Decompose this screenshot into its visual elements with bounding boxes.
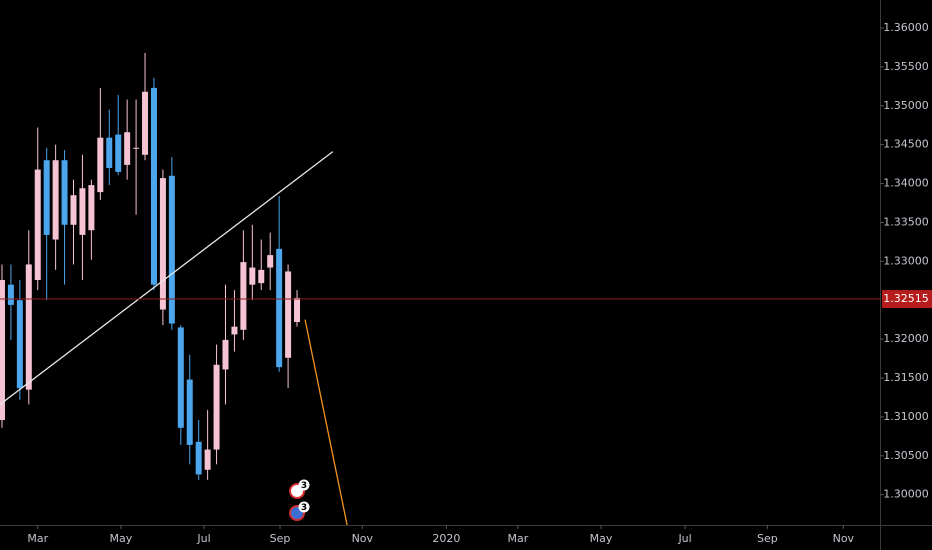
candle-body xyxy=(106,137,113,168)
candle-body xyxy=(213,364,220,450)
price-label-box xyxy=(882,290,932,309)
candle-body xyxy=(7,284,14,305)
candle-body xyxy=(0,280,5,420)
candle-body xyxy=(276,248,283,368)
y-tick-label: 1.30000 xyxy=(883,488,929,501)
price-label: 1.32515 xyxy=(883,292,929,305)
y-tick-label: 1.33000 xyxy=(883,254,929,267)
candle-body xyxy=(142,91,149,155)
candle-body xyxy=(16,300,23,389)
y-tick-label: 1.33500 xyxy=(883,215,929,228)
candle-body xyxy=(186,379,193,445)
candle-body xyxy=(168,175,175,324)
x-tick-label: Mar xyxy=(507,532,528,545)
x-tick-label: Jul xyxy=(196,532,210,545)
y-tick-label: 1.35000 xyxy=(883,99,929,112)
candle-body xyxy=(240,262,247,330)
candle-body xyxy=(115,134,122,172)
candle-body xyxy=(88,185,95,231)
x-tick-label: May xyxy=(110,532,133,545)
x-tick-label: Sep xyxy=(270,532,291,545)
candle-body xyxy=(70,195,77,225)
candle-body xyxy=(177,327,184,428)
candle-body xyxy=(43,160,50,235)
candle-body xyxy=(97,137,104,193)
x-tick-label: May xyxy=(590,532,613,545)
candle-body xyxy=(150,87,157,285)
x-tick-label: Nov xyxy=(352,532,374,545)
candle-body xyxy=(133,147,140,149)
candle-body xyxy=(267,255,274,268)
y-tick-label: 1.34500 xyxy=(883,138,929,151)
x-tick-label: Sep xyxy=(757,532,778,545)
candle-body xyxy=(294,297,301,322)
y-tick-label: 1.32000 xyxy=(883,332,929,345)
x-tick-label: Nov xyxy=(833,532,855,545)
event-badge xyxy=(298,501,310,513)
candle-body xyxy=(52,160,59,240)
plot-area xyxy=(0,52,348,525)
y-tick-label: 1.30500 xyxy=(883,449,929,462)
x-tick-label: Jul xyxy=(677,532,691,545)
candle-body xyxy=(79,188,86,235)
trend-line xyxy=(0,151,334,405)
event-badge xyxy=(298,479,310,491)
y-tick-label: 1.31500 xyxy=(883,371,929,384)
candle-body xyxy=(195,441,202,475)
candle-body xyxy=(159,178,166,310)
candle-body xyxy=(258,269,265,284)
candle-body xyxy=(204,449,211,470)
y-tick-label: 1.35500 xyxy=(883,60,929,73)
candle-body xyxy=(124,132,131,165)
trend-line xyxy=(304,319,348,525)
candle-body xyxy=(61,160,68,225)
y-tick-label: 1.34000 xyxy=(883,177,929,190)
candle-body xyxy=(25,264,32,390)
y-tick-label: 1.31000 xyxy=(883,410,929,423)
candle-body xyxy=(285,271,292,358)
x-tick-label: 2020 xyxy=(432,532,460,545)
candle-body xyxy=(34,169,41,280)
x-tick-label: Mar xyxy=(27,532,48,545)
candle-body xyxy=(231,326,238,335)
candle-body xyxy=(222,339,229,370)
y-tick-label: 1.36000 xyxy=(883,21,929,34)
candle-body xyxy=(249,267,256,285)
event-count: 3 xyxy=(301,481,307,491)
event-count: 3 xyxy=(301,503,307,513)
